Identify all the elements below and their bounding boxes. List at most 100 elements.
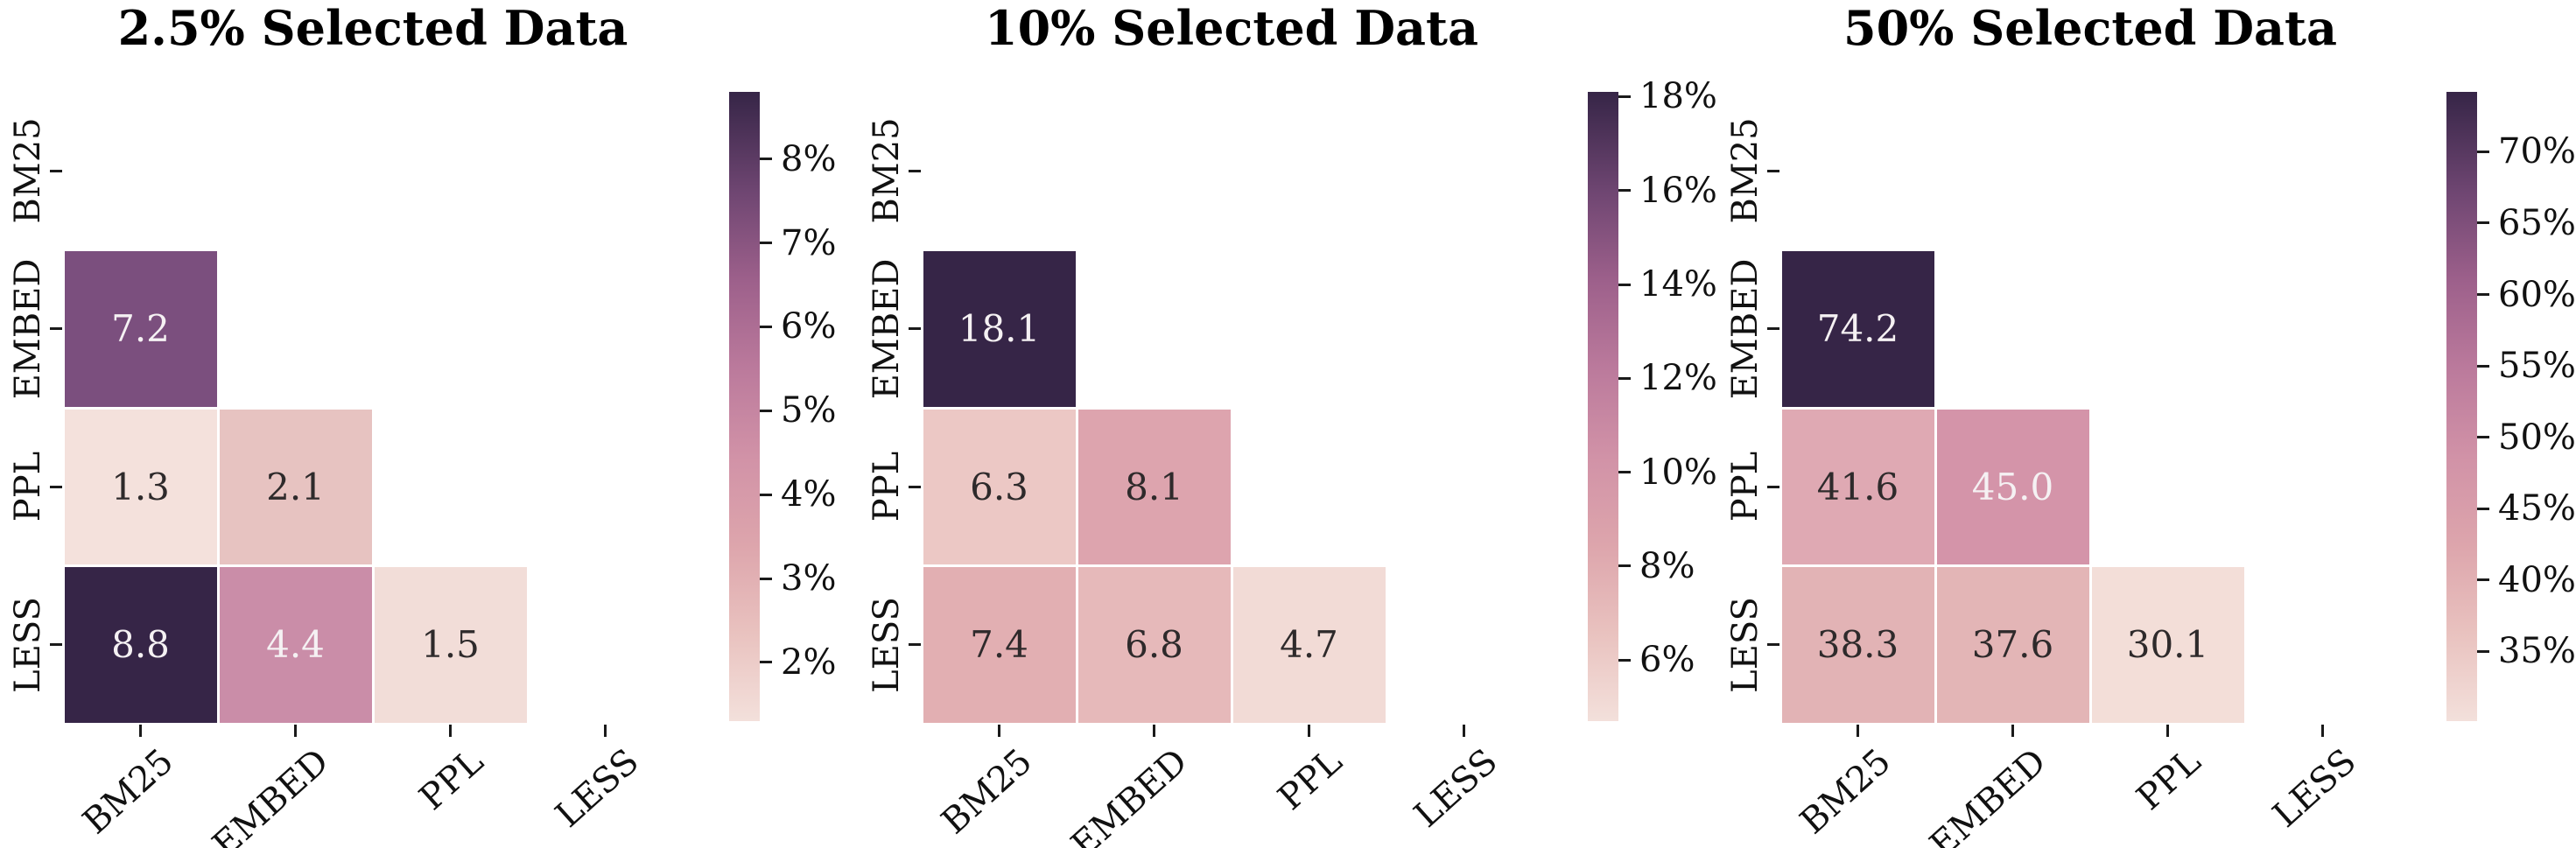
colorbar [729, 92, 760, 721]
colorbar-tick [1618, 376, 1631, 380]
heatmap-cell-LESS-PPL: 1.5 [374, 567, 527, 723]
colorbar [2446, 92, 2477, 721]
colorbar-tick-label: 12% [1639, 358, 1717, 399]
cell-value-label: 1.3 [111, 465, 170, 508]
y-axis-tick [50, 485, 62, 488]
colorbar-tick-label: 5% [781, 390, 837, 431]
cell-value-label: 4.7 [1280, 623, 1338, 667]
x-axis-tick [998, 725, 1000, 737]
x-tick-label-LESS: LESS [547, 741, 647, 836]
cell-value-label: 6.8 [1125, 623, 1183, 667]
x-axis-tick [1308, 725, 1310, 737]
colorbar-tick-label: 55% [2498, 346, 2576, 387]
y-tick-label-LESS: LESS [867, 596, 907, 693]
colorbar-tick [760, 577, 772, 580]
y-axis-tick [909, 485, 921, 488]
y-tick-label-PPL: PPL [1725, 452, 1765, 522]
colorbar-tick [1618, 471, 1631, 474]
colorbar-tick [2477, 578, 2489, 582]
heatmap-cell-EMBED-BM25: 7.2 [64, 251, 217, 407]
y-axis-tick [1767, 327, 1779, 331]
colorbar-tick-label: 6% [1639, 640, 1695, 681]
x-tick-label-EMBED: EMBED [204, 741, 337, 848]
colorbar-tick [1618, 658, 1631, 662]
cell-value-label: 7.2 [111, 307, 170, 351]
y-axis-tick [909, 169, 921, 172]
y-axis-tick [909, 643, 921, 647]
heatmap-cell-PPL-EMBED: 8.1 [1077, 409, 1231, 564]
cell-value-label: 1.5 [421, 623, 480, 667]
colorbar-tick [1618, 95, 1631, 98]
heatmap-cell-EMBED-BM25: 74.2 [1781, 251, 1934, 407]
panel-title: 50% Selected Data [1843, 0, 2337, 56]
x-tick-label-EMBED: EMBED [1921, 741, 2054, 848]
colorbar-tick-label: 18% [1639, 76, 1717, 117]
x-axis-tick [2321, 725, 2324, 737]
cell-value-label: 37.6 [1971, 623, 2054, 667]
y-axis-tick [50, 327, 62, 331]
x-axis-tick [604, 725, 607, 737]
colorbar-tick [2477, 507, 2489, 510]
colorbar-tick [1618, 564, 1631, 568]
colorbar-tick [2477, 436, 2489, 439]
cell-value-label: 8.8 [111, 623, 170, 667]
y-tick-label-BM25: BM25 [8, 117, 48, 224]
x-tick-label-PPL: PPL [1270, 741, 1351, 818]
colorbar-tick [760, 325, 772, 328]
colorbar-tick [1618, 189, 1631, 193]
x-tick-label-LESS: LESS [1406, 741, 1506, 836]
cell-value-label: 30.1 [2126, 623, 2209, 667]
panel-title: 2.5% Selected Data [117, 0, 628, 56]
colorbar-tick-label: 16% [1639, 170, 1717, 211]
colorbar-tick [760, 409, 772, 412]
cell-value-label: 4.4 [266, 623, 325, 667]
x-tick-label-PPL: PPL [2129, 741, 2209, 818]
colorbar-tick-label: 50% [2498, 417, 2576, 458]
cell-value-label: 2.1 [266, 465, 325, 508]
x-axis-tick [1153, 725, 1155, 737]
cell-value-label: 8.1 [1125, 465, 1183, 508]
heatmap-cell-EMBED-BM25: 18.1 [923, 251, 1076, 407]
x-axis-tick [1463, 725, 1465, 737]
x-axis-tick [1857, 725, 1859, 737]
x-tick-label-BM25: BM25 [1793, 741, 1899, 843]
heatmap-cell-LESS-BM25: 7.4 [923, 567, 1076, 723]
y-tick-label-LESS: LESS [1725, 596, 1765, 693]
x-axis-tick [2011, 725, 2014, 737]
x-tick-label-LESS: LESS [2264, 741, 2364, 836]
colorbar-tick-label: 65% [2498, 202, 2576, 243]
x-tick-label-EMBED: EMBED [1063, 741, 1196, 848]
colorbar-tick-label: 7% [781, 222, 837, 263]
heatmap-panel-1: 2.5% Selected Data 7.2 1.3 2.1 8.8 4.4 1.5 BM25… [0, 0, 859, 848]
cell-value-label: 6.3 [970, 465, 1028, 508]
x-tick-label-BM25: BM25 [934, 741, 1041, 843]
heatmap-cell-PPL-BM25: 6.3 [923, 409, 1076, 564]
y-axis-tick [1767, 643, 1779, 647]
y-tick-label-LESS: LESS [8, 596, 48, 693]
x-axis-tick [139, 725, 142, 737]
y-tick-label-PPL: PPL [867, 452, 907, 522]
heatmap-cell-LESS-PPL: 4.7 [1232, 567, 1386, 723]
y-axis-tick [909, 327, 921, 331]
x-axis-tick [294, 725, 297, 737]
y-tick-label-PPL: PPL [8, 452, 48, 522]
colorbar-tick [2477, 293, 2489, 297]
heatmap-cell-LESS-PPL: 30.1 [2091, 567, 2244, 723]
x-tick-label-BM25: BM25 [75, 741, 182, 843]
colorbar-tick-label: 40% [2498, 559, 2576, 600]
cell-value-label: 45.0 [1971, 465, 2054, 508]
colorbar-tick [2477, 649, 2489, 653]
cell-value-label: 7.4 [970, 623, 1028, 667]
colorbar-tick-label: 14% [1639, 264, 1717, 305]
y-tick-label-EMBED: EMBED [1725, 258, 1765, 400]
colorbar-tick [760, 493, 772, 496]
heatmap-panel-3: 50% Selected Data 74.2 41.6 45.0 38.3 37.6 30.… [1717, 0, 2576, 848]
colorbar-tick-label: 2% [781, 641, 837, 683]
colorbar-tick-label: 8% [1639, 545, 1695, 586]
y-axis-tick [1767, 169, 1779, 172]
colorbar-tick [1618, 283, 1631, 286]
colorbar [1588, 92, 1618, 721]
y-tick-label-BM25: BM25 [1725, 117, 1765, 224]
cell-value-label: 41.6 [1816, 465, 1899, 508]
